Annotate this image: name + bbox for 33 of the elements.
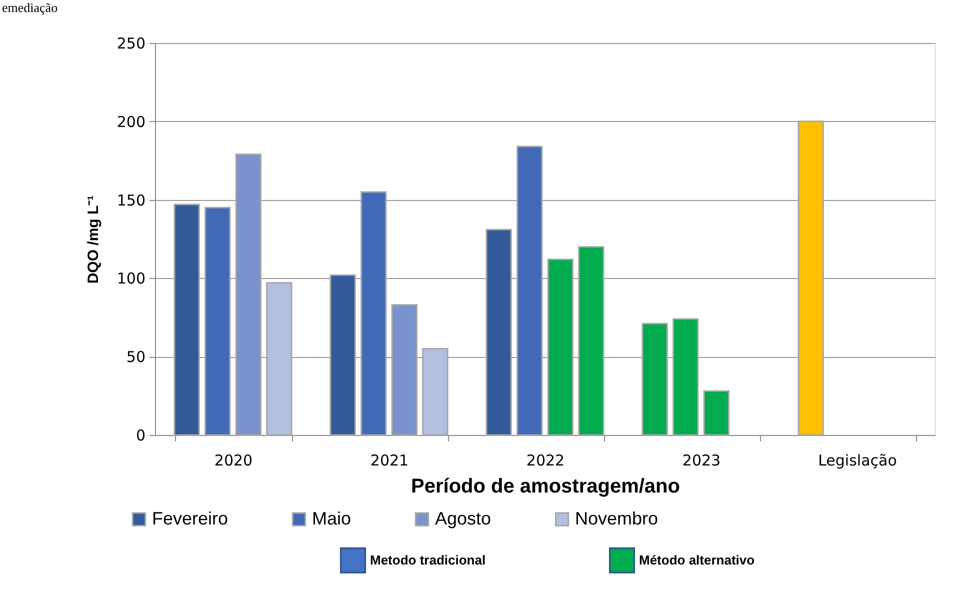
x-tick-label: 2021 [370,452,409,470]
bar [422,348,448,436]
bar [547,258,574,436]
y-tick-label: 250 [116,34,146,52]
bar [204,206,231,436]
x-tick-label: Legislação [818,452,897,470]
legend-label: Fevereiro [152,508,228,528]
legend-label: Maio [312,508,352,528]
y-tick-label: 100 [116,270,146,288]
bar [703,390,730,436]
bar [330,274,356,436]
y-tick-label: 0 [136,426,146,444]
y-tick-label: 50 [126,348,146,366]
bar [391,304,418,436]
bar [235,154,262,436]
bar [360,191,387,436]
legend-label: Metodo tradicional [370,552,486,568]
bar [798,120,824,436]
bar [486,228,512,436]
y-tick-label: 150 [116,191,146,210]
text: emediação [2,0,58,15]
bar [174,204,200,436]
x-tick-label: 2023 [682,452,721,470]
legend-label: Método alternativo [639,552,755,568]
legend-label: Novembro [575,508,658,528]
y-axis-title: DQO /mg L⁻¹ [84,195,102,284]
x-tick-label: 2022 [526,452,565,470]
bar [516,146,543,436]
bar [266,282,292,436]
legend-label: Agosto [435,508,492,528]
x-axis-title: Período de amostragem/ano [411,476,680,498]
x-tick-label: 2020 [214,452,253,470]
y-tick-label: 200 [116,112,146,131]
